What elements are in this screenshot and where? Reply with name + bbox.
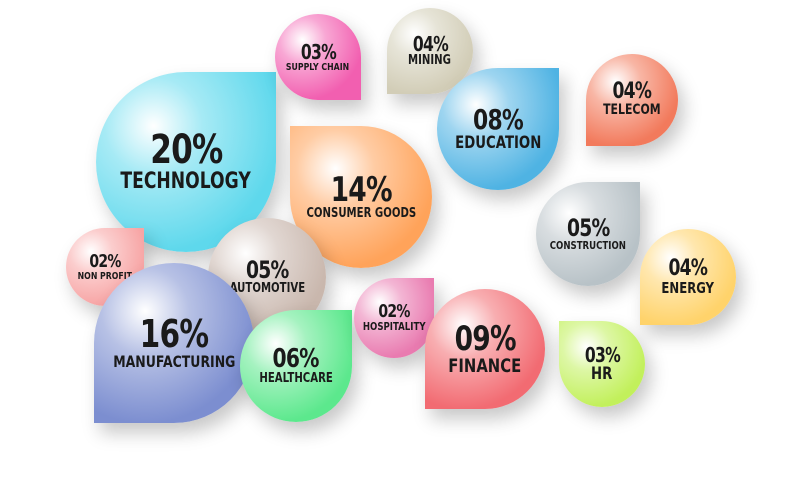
segment-percentage: 16% — [139, 312, 209, 357]
segment-label: ENERGY — [661, 278, 715, 297]
segment-finance: 09% FINANCE — [425, 289, 545, 409]
segment-label: CONSTRUCTION — [549, 238, 627, 252]
segment-label: NON PROFIT — [77, 270, 133, 282]
segment-percentage: 03% — [300, 39, 336, 64]
segment-percentage: 04% — [612, 79, 653, 105]
segment-label: CONSUMER GOODS — [306, 205, 416, 221]
segment-percentage: 04% — [668, 255, 709, 281]
segment-label: SUPPLY CHAIN — [286, 61, 350, 73]
segment-label: HOSPITALITY — [362, 319, 426, 333]
segment-manufacturing: 16% MANUFACTURING — [94, 263, 254, 423]
segment-energy: 04% ENERGY — [640, 229, 736, 325]
segment-percentage: 08% — [473, 102, 524, 136]
segment-percentage: 02% — [89, 250, 121, 272]
segment-percentage: 03% — [584, 342, 620, 367]
segment-non-profit: 02% NON PROFIT — [66, 228, 144, 306]
segment-construction: 05% CONSTRUCTION — [536, 182, 640, 286]
segment-technology: 20% TECHNOLOGY — [96, 72, 276, 252]
segment-label: TECHNOLOGY — [120, 168, 252, 194]
segment-percentage: 20% — [149, 126, 223, 173]
segment-percentage: 09% — [454, 318, 516, 359]
segment-percentage: 02% — [378, 300, 410, 322]
segment-mining: 04% MINING — [387, 8, 473, 94]
segment-label: EDUCATION — [454, 132, 542, 153]
segment-percentage: 05% — [566, 213, 610, 242]
segment-telecom: 04% TELECOM — [586, 54, 678, 146]
segment-percentage: 14% — [330, 169, 392, 210]
segment-hr: 03% HR — [559, 321, 645, 407]
segment-label: AUTOMOTIVE — [229, 280, 305, 296]
segment-education: 08% EDUCATION — [437, 68, 559, 190]
segment-label: HEALTHCARE — [259, 370, 333, 386]
segment-label: HR — [591, 363, 613, 384]
segment-label: MINING — [408, 52, 452, 68]
segment-percentage: 05% — [245, 255, 289, 284]
segment-label: MANUFACTURING — [112, 352, 236, 372]
segment-label: TELECOM — [603, 102, 661, 119]
segment-supply-chain: 03% SUPPLY CHAIN — [275, 14, 361, 100]
segment-healthcare: 06% HEALTHCARE — [240, 310, 352, 422]
segment-hospitality: 02% HOSPITALITY — [354, 278, 434, 358]
segment-percentage: 06% — [272, 343, 320, 374]
segment-percentage: 04% — [412, 31, 448, 56]
segment-label: FINANCE — [448, 354, 522, 377]
